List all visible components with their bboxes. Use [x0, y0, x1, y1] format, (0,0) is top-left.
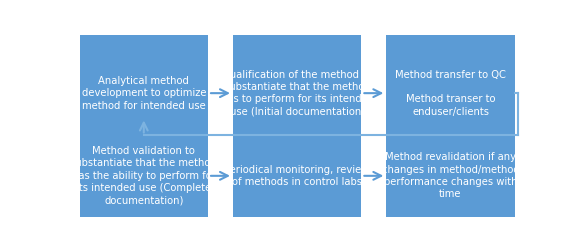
FancyBboxPatch shape [386, 35, 514, 151]
Text: Method validation to
substantiate that the method
has the ability to perform for: Method validation to substantiate that t… [70, 146, 217, 206]
FancyBboxPatch shape [80, 35, 208, 151]
Text: Periodical monitoring, review
of methods in control labs: Periodical monitoring, review of methods… [225, 165, 370, 187]
FancyBboxPatch shape [386, 120, 514, 232]
FancyBboxPatch shape [80, 120, 208, 232]
Text: Method revalidation if any
changes in method/method
performance changes with
tim: Method revalidation if any changes in me… [382, 152, 519, 199]
FancyBboxPatch shape [233, 120, 361, 232]
Text: Analytical method
development to optimize
method for intended use: Analytical method development to optimiz… [81, 76, 206, 111]
Text: Qualification of the method to
substantiate that the method
has to perform for i: Qualification of the method to substanti… [221, 70, 374, 117]
Text: Method transfer to QC

Method transer to
enduser/clients: Method transfer to QC Method transer to … [395, 70, 506, 117]
FancyBboxPatch shape [233, 35, 361, 151]
